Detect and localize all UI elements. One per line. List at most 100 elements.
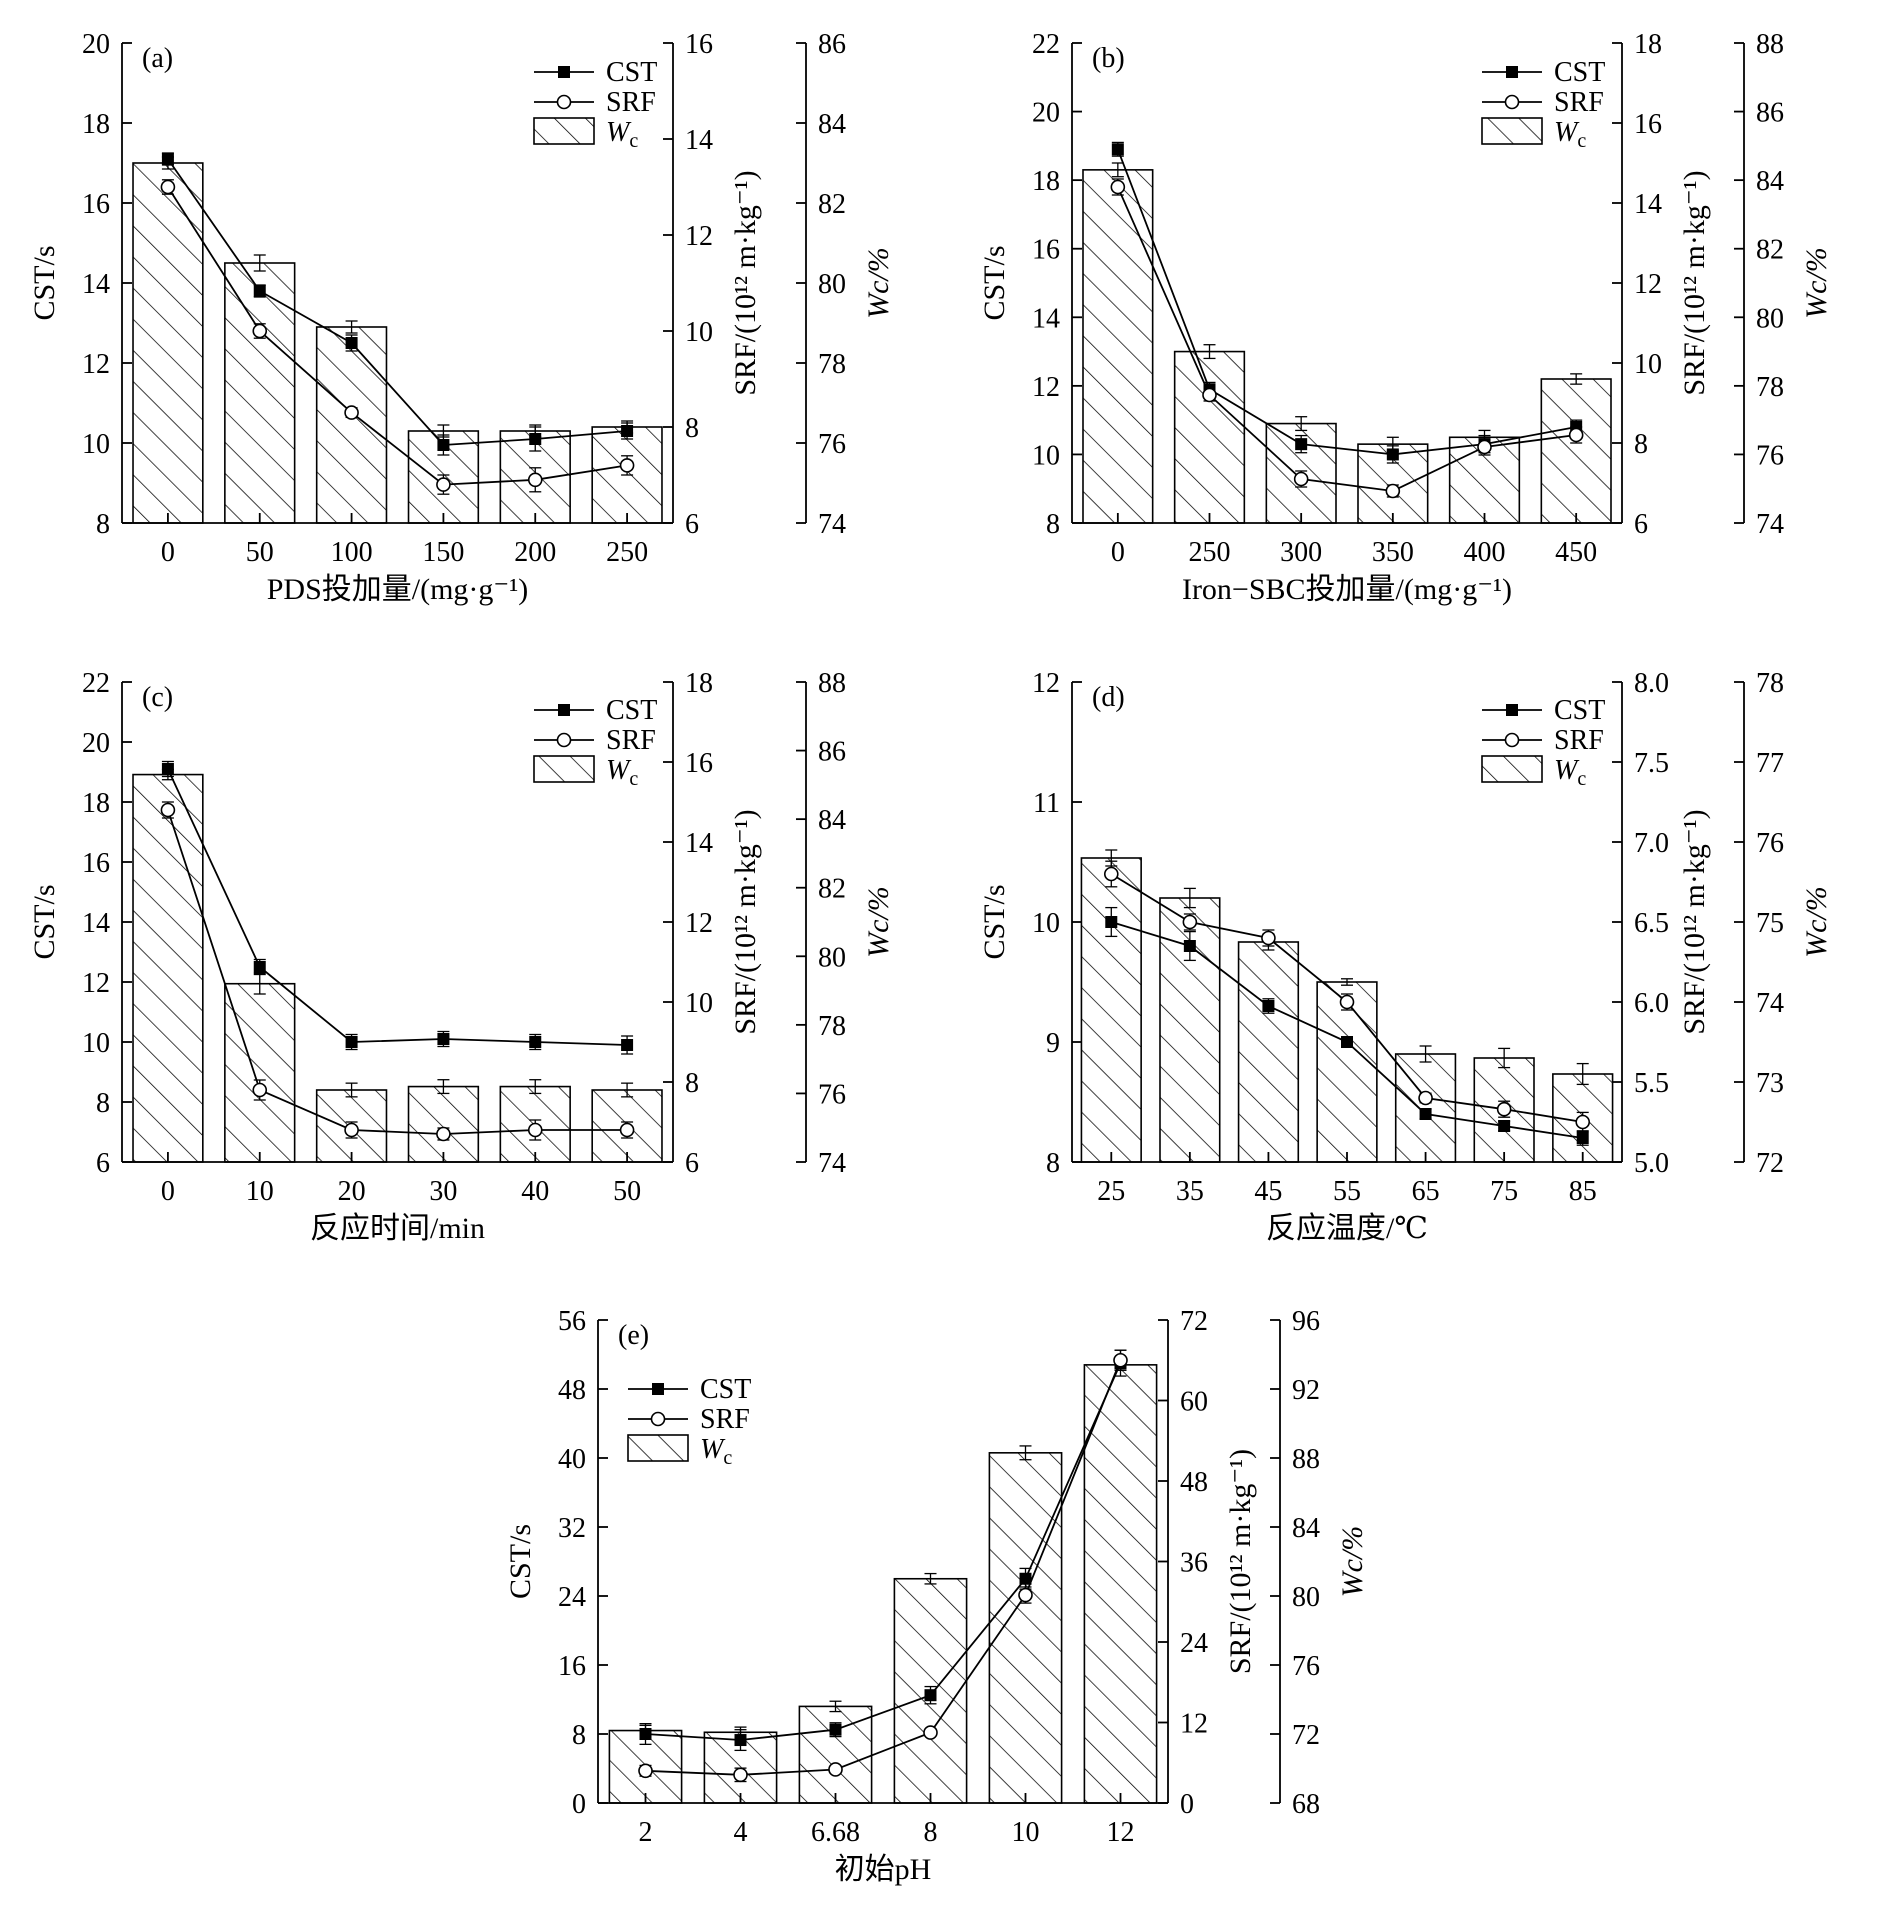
wc-tick-label: 82 xyxy=(818,874,846,905)
cst-point xyxy=(1295,438,1308,451)
x-tick-label: 8 xyxy=(924,1817,938,1848)
left-tick-label: 16 xyxy=(82,848,110,879)
x-tick-label: 25 xyxy=(1097,1176,1125,1207)
x-tick-label: 85 xyxy=(1569,1176,1597,1207)
srf-tick-label: 48 xyxy=(1180,1467,1208,1498)
srf-tick-label: 14 xyxy=(685,828,713,859)
x-tick-label: 55 xyxy=(1333,1176,1361,1207)
wc-bar xyxy=(1083,1364,1158,1804)
cst-point xyxy=(1262,1000,1275,1012)
left-tick-label: 22 xyxy=(82,668,110,699)
srf-line xyxy=(167,809,628,1135)
wc-error-bar xyxy=(1570,373,1583,385)
srf-series xyxy=(1103,860,1591,1133)
srf-point xyxy=(436,1126,451,1142)
wc-bar xyxy=(1540,378,1612,524)
legend-srf-marker xyxy=(556,94,572,110)
x-tick-label: 2 xyxy=(639,1817,653,1848)
left-tick-label: 14 xyxy=(82,908,110,939)
wc-axis-label: Wc/% xyxy=(1336,1526,1369,1598)
srf-tick-label: 72 xyxy=(1180,1306,1208,1337)
x-tick-label: 35 xyxy=(1176,1176,1204,1207)
cst-point xyxy=(437,1033,450,1045)
srf-line xyxy=(1116,186,1577,492)
srf-point xyxy=(1477,439,1492,455)
cst-axis-label: CST/s xyxy=(28,245,61,320)
legend-cst-label: CST xyxy=(1554,695,1605,726)
left-tick-label: 11 xyxy=(1033,788,1060,819)
left-tick-label: 8 xyxy=(1046,1148,1060,1179)
wc-tick-label: 80 xyxy=(818,942,846,973)
cst-series xyxy=(161,760,634,1055)
wc-error-bar xyxy=(437,1079,450,1095)
legend-cst-label: CST xyxy=(606,57,657,88)
wc-tick-label: 76 xyxy=(818,429,846,460)
srf-tick-label: 12 xyxy=(1180,1709,1208,1740)
cst-point xyxy=(1105,916,1118,928)
cst-axis-label: CST/s xyxy=(504,1524,537,1599)
srf-tick-label: 5.0 xyxy=(1634,1148,1669,1179)
srf-tick-label: 6.5 xyxy=(1634,908,1669,939)
srf-line xyxy=(645,1359,1122,1776)
panel-label: (d) xyxy=(1092,682,1125,713)
wc-tick-label: 72 xyxy=(1756,1148,1784,1179)
chart-panel-e: 0816243240485601224364860726872768084889… xyxy=(504,1306,1369,1886)
wc-error-bar xyxy=(1183,887,1196,909)
wc-tick-label: 74 xyxy=(1756,988,1784,1019)
wc-error-bar xyxy=(829,1700,842,1713)
srf-point xyxy=(619,458,635,473)
wc-axis-label: Wc/% xyxy=(862,886,895,958)
left-tick-label: 9 xyxy=(1046,1028,1060,1059)
wc-tick-label: 78 xyxy=(1756,668,1784,699)
srf-tick-label: 12 xyxy=(685,221,713,252)
panel-label: (c) xyxy=(142,682,173,713)
left-tick-label: 22 xyxy=(1032,29,1060,60)
srf-tick-label: 5.5 xyxy=(1634,1068,1669,1099)
srf-tick-label: 36 xyxy=(1180,1548,1208,1579)
srf-tick-label: 0 xyxy=(1180,1789,1194,1820)
left-tick-label: 56 xyxy=(558,1306,586,1337)
left-tick-label: 20 xyxy=(82,29,110,60)
x-tick-label: 45 xyxy=(1254,1176,1282,1207)
srf-point xyxy=(1103,866,1119,882)
srf-point xyxy=(828,1762,843,1777)
axes: 8 10 12 14 16 18 20 6 8 10 12 14 16 74 76 78 80 82 84 86 0 50… xyxy=(82,29,846,568)
wc-error-bar xyxy=(621,1082,634,1098)
srf-point xyxy=(1182,914,1198,930)
srf-tick-label: 7.0 xyxy=(1634,828,1669,859)
srf-tick-label: 8 xyxy=(685,1068,699,1099)
srf-line xyxy=(167,186,628,486)
x-tick-label: 10 xyxy=(246,1176,274,1207)
left-tick-label: 14 xyxy=(82,269,110,300)
wc-tick-label: 76 xyxy=(1292,1651,1320,1682)
srf-point xyxy=(1110,179,1126,195)
wc-axis-label: Wc/% xyxy=(862,247,895,319)
left-tick-label: 12 xyxy=(1032,668,1060,699)
wc-tick-label: 74 xyxy=(818,509,846,540)
wc-bar xyxy=(988,1452,1063,1804)
left-tick-label: 12 xyxy=(1032,372,1060,403)
cst-line xyxy=(1116,148,1577,456)
wc-error-bar xyxy=(1576,1062,1589,1086)
wc-tick-label: 86 xyxy=(818,737,846,768)
srf-point xyxy=(1418,1090,1433,1106)
legend-srf-marker xyxy=(556,732,572,748)
axes: 0816243240485601224364860726872768084889… xyxy=(558,1306,1320,1848)
srf-point xyxy=(160,802,176,818)
left-tick-label: 8 xyxy=(1046,509,1060,540)
srf-axis-label: SRF/(10¹² m·kg⁻¹) xyxy=(1678,809,1711,1034)
wc-bar xyxy=(315,326,388,524)
left-tick-label: 16 xyxy=(82,189,110,220)
cst-point xyxy=(639,1728,652,1740)
legend-srf-label: SRF xyxy=(606,725,656,756)
srf-tick-label: 14 xyxy=(685,125,713,156)
legend-wc-label: Wc xyxy=(700,1434,732,1469)
cst-point xyxy=(1386,448,1399,461)
x-tick-label: 10 xyxy=(1012,1817,1040,1848)
legend-cst-marker xyxy=(558,704,570,716)
legend-cst-marker xyxy=(1506,66,1518,78)
left-tick-label: 0 xyxy=(572,1789,586,1820)
x-tick-label: 65 xyxy=(1412,1176,1440,1207)
srf-tick-label: 8 xyxy=(1634,429,1648,460)
